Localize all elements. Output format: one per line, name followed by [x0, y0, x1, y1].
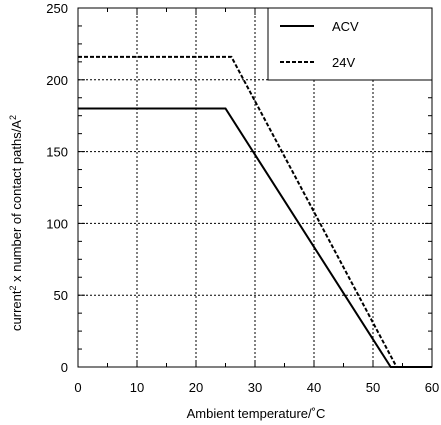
- y-tick-label: 200: [46, 73, 68, 88]
- x-tick-label: 60: [425, 380, 439, 395]
- legend-box: [267, 7, 433, 81]
- y-axis-title-part2: x number of contact paths/A: [9, 120, 24, 286]
- x-tick-label: 50: [366, 380, 380, 395]
- x-tick-label: 30: [248, 380, 262, 395]
- y-tick-label: 0: [61, 360, 68, 375]
- x-tick-label: 40: [307, 380, 321, 395]
- legend-label-acv: ACV: [332, 19, 359, 34]
- x-tick-label: 0: [74, 380, 81, 395]
- x-tick-label: 10: [130, 380, 144, 395]
- tick-labels: 0 10 20 30 40 50 60 0 50 100 150 200 250: [46, 1, 439, 395]
- y-axis-title: current2 x number of contact paths/A2: [8, 115, 24, 331]
- y-tick-label: 100: [46, 216, 68, 231]
- y-axis-title-sup1: 2: [8, 286, 18, 291]
- legend-label-24v: 24V: [332, 55, 355, 70]
- x-axis-title: Ambient temperature/˚C: [187, 406, 326, 421]
- y-axis-title-part1: current: [9, 290, 24, 331]
- y-tick-label: 150: [46, 145, 68, 160]
- y-axis-title-sup2: 2: [8, 115, 18, 120]
- grid: [78, 8, 432, 367]
- y-tick-label: 250: [46, 1, 68, 16]
- x-tick-label: 20: [189, 380, 203, 395]
- y-tick-label: 50: [54, 288, 68, 303]
- legend: ACV 24V: [267, 7, 433, 81]
